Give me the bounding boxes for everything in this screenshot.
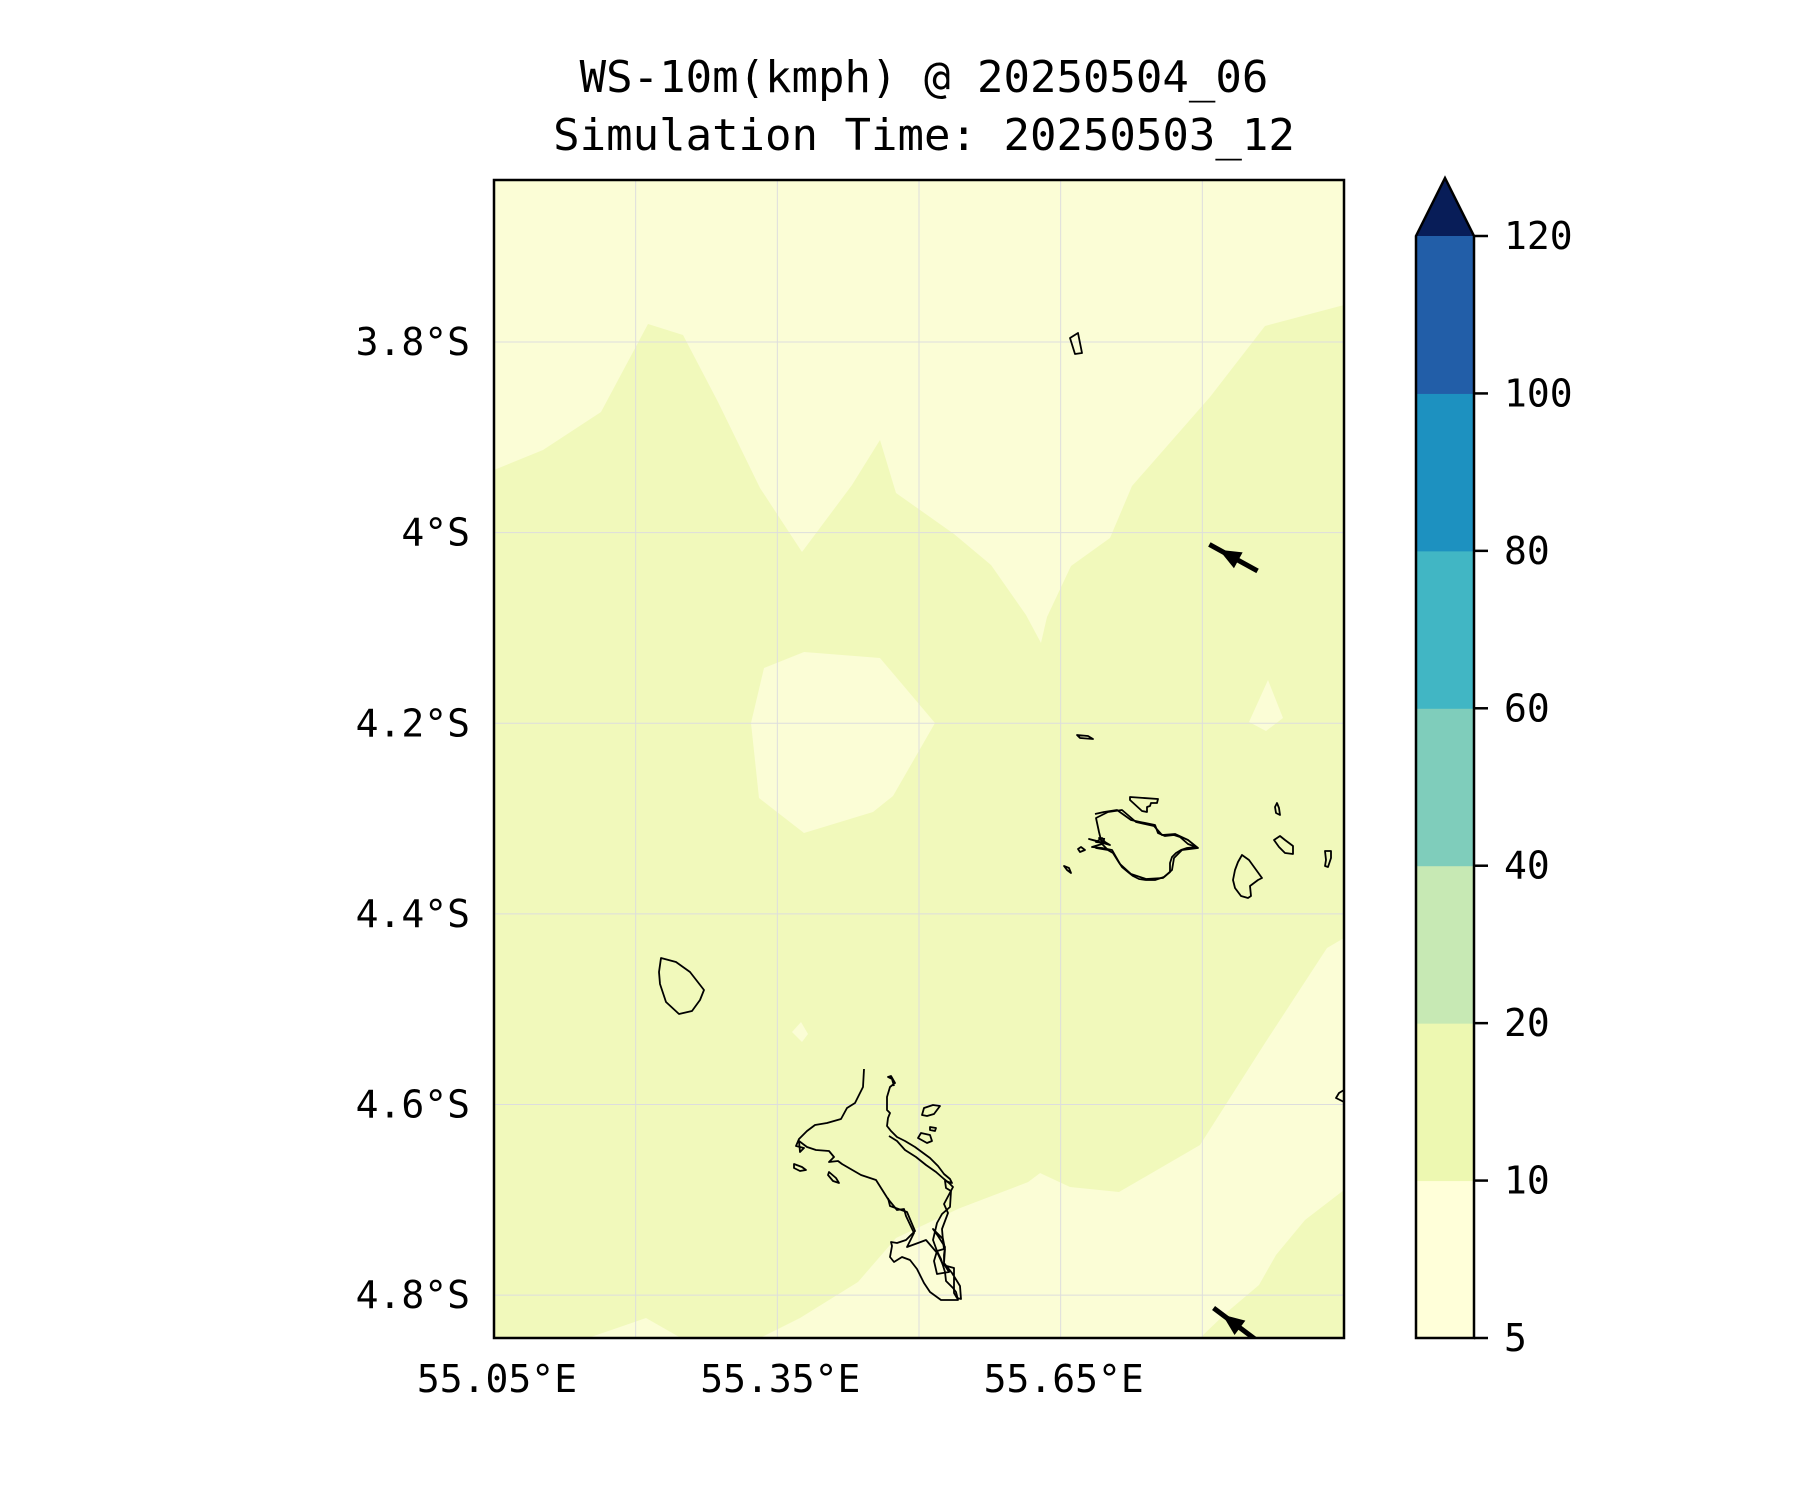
coastline-la-digue	[1232, 854, 1263, 899]
lon-tick-label: 55.05°E	[417, 1357, 577, 1401]
coastline-mahe-south	[887, 1135, 959, 1301]
coastline-curieuse	[1129, 796, 1159, 813]
colorbar-tick-label: 120	[1504, 214, 1573, 258]
latitude-axis: 3.8°S 4°S 4.2°S 4.4°S 4.6°S 4.8°S	[356, 320, 470, 1317]
lat-tick-label: 4.2°S	[356, 701, 470, 745]
colorbar-segment	[1416, 550, 1474, 709]
coastline-islet-a	[1274, 802, 1281, 816]
wind-arrow	[1208, 542, 1259, 574]
colorbar-segment	[1416, 865, 1474, 1024]
coastline-islet-f	[1069, 332, 1083, 355]
colorbar-tick-label: 60	[1504, 686, 1550, 730]
title-line-2: Simulation Time: 20250503_12	[553, 110, 1295, 161]
coastline-praslin-body	[1091, 809, 1199, 880]
gridlines	[494, 180, 1344, 1338]
lat-tick-label: 4.8°S	[356, 1273, 470, 1317]
colorbar-tick-label: 20	[1504, 1001, 1550, 1045]
colorbar-segment	[1416, 708, 1474, 867]
coastline-islet-b	[1324, 850, 1332, 868]
colorbar-segment	[1416, 1180, 1474, 1339]
colorbar-tick-label: 100	[1504, 371, 1573, 415]
colorbar-tick-label: 80	[1504, 529, 1550, 573]
coastline-islet-l	[1335, 1089, 1344, 1103]
lat-tick-label: 4°S	[401, 511, 470, 555]
wind-arrow	[1212, 1306, 1258, 1338]
coastline-silhouette	[658, 957, 705, 1015]
coastline-felicite	[1273, 835, 1294, 855]
colorbar-tick-label: 10	[1504, 1159, 1550, 1203]
colorbar-segment	[1416, 393, 1474, 552]
colorbar-segment	[1416, 236, 1474, 394]
lat-tick-label: 4.6°S	[356, 1082, 470, 1126]
coastline-praslin	[1088, 809, 1197, 881]
longitude-axis: 55.05°E 55.35°E 55.65°E	[417, 1357, 1144, 1401]
colorbar-outline	[1414, 175, 1476, 1340]
contour-region-center-left-patch	[751, 652, 935, 833]
coastline-islet-e	[1063, 865, 1072, 874]
lat-tick-label: 3.8°S	[356, 320, 470, 364]
wind-vectors	[1208, 542, 1259, 1338]
lat-tick-label: 4.4°S	[356, 892, 470, 936]
coastline-islet-h	[917, 1132, 933, 1144]
contour-region-left-top-wedge	[494, 180, 520, 210]
map-frame	[492, 178, 1346, 1340]
colorbar: 5 10 20 40 60 80 100 120	[1414, 175, 1573, 1360]
contour-region-small-right-patch	[1249, 680, 1283, 731]
title-line-1: WS-10m(kmph) @ 20250504_06	[579, 52, 1269, 103]
colorbar-tick-label: 40	[1504, 844, 1550, 888]
contour-region-small-speck	[792, 1022, 808, 1042]
colorbar-segment	[1416, 1023, 1474, 1182]
contour-region-bottom-right-corner	[1262, 1192, 1344, 1338]
coastlines	[658, 332, 1344, 1301]
colorbar-tick-label: 5	[1504, 1316, 1527, 1360]
coastline-islet-j	[793, 1163, 807, 1172]
coastline-mahe	[795, 1068, 962, 1300]
coastline-islet-i	[929, 1126, 937, 1132]
coastline-islet-d	[1077, 846, 1086, 853]
lon-tick-label: 55.35°E	[700, 1357, 860, 1401]
colorbar-extend-triangle	[1416, 178, 1474, 236]
coastline-islet-c	[1076, 734, 1094, 740]
contour-region-bottom	[588, 938, 1344, 1338]
coastline-islet-g	[921, 1104, 941, 1117]
map-panel: 3.8°S 4°S 4.2°S 4.4°S 4.6°S 4.8°S 55.05°E 55.3…	[356, 178, 1346, 1401]
coastline-islet-k	[827, 1171, 840, 1184]
lon-tick-label: 55.65°E	[984, 1357, 1144, 1401]
